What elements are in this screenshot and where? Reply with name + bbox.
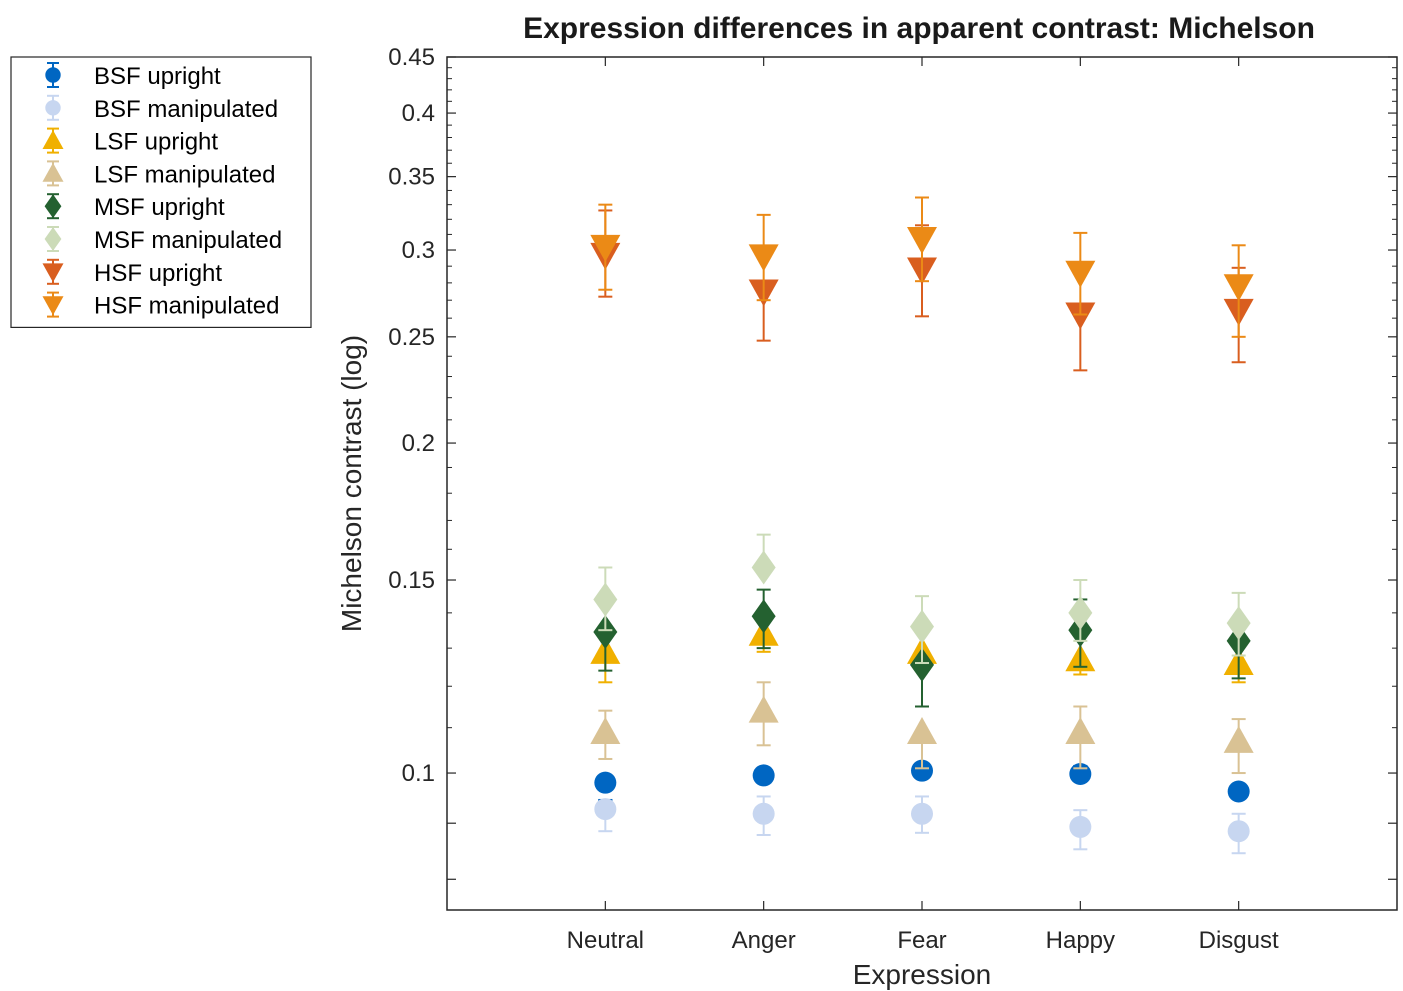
data-point	[594, 798, 617, 821]
data-point	[590, 234, 621, 262]
data-point	[1226, 606, 1251, 641]
legend-entry-label: HSF manipulated	[94, 293, 279, 320]
y-tick-label: 0.45	[388, 44, 435, 71]
x-tick-label: Neutral	[567, 927, 644, 954]
data-point	[1227, 820, 1250, 843]
data-point	[907, 717, 937, 745]
legend-marker	[42, 162, 64, 182]
data-point	[594, 771, 617, 794]
legend-entry-label: MSF manipulated	[94, 227, 282, 254]
data-point	[1065, 302, 1096, 330]
data-point	[748, 695, 779, 723]
data-point	[593, 614, 618, 649]
x-tick-label: Disgust	[1199, 927, 1279, 954]
x-tick-label: Anger	[732, 927, 796, 954]
legend-entry-label: LSF manipulated	[94, 161, 275, 188]
data-point	[752, 802, 775, 825]
legend-entry-label: HSF upright	[94, 260, 222, 287]
data-point	[1068, 595, 1093, 630]
y-tick-label: 0.15	[388, 567, 435, 594]
data-point	[910, 609, 934, 644]
data-point	[1227, 780, 1250, 803]
y-tick-label: 0.35	[388, 164, 435, 191]
y-tick-label: 0.4	[402, 100, 435, 127]
legend-marker	[44, 194, 62, 219]
x-tick-label: Fear	[897, 927, 946, 954]
y-axis-label: Michelson contrast (log)	[336, 335, 367, 632]
legend-box	[10, 56, 312, 328]
series-bsf-upright	[594, 759, 1250, 803]
legend-entry-label: LSF upright	[94, 129, 218, 156]
data-point	[748, 244, 779, 272]
data-point	[752, 764, 775, 787]
series-lsf-manipulated	[590, 681, 1254, 775]
data-point	[1065, 260, 1096, 288]
y-tick-label: 0.3	[402, 237, 435, 264]
x-tick-label: Happy	[1046, 927, 1115, 954]
legend-marker	[45, 100, 61, 116]
legend-marker	[42, 296, 64, 316]
data-point	[911, 802, 933, 825]
legend-marker	[45, 67, 61, 83]
chart-title: Expression differences in apparent contr…	[523, 12, 1315, 45]
data-point	[751, 550, 776, 585]
legend-marker	[44, 227, 62, 251]
x-axis-label: Expression	[853, 959, 992, 990]
data-point	[590, 717, 621, 745]
data-point	[593, 582, 618, 617]
plot-area: 0.1 0.15 0.2 0.25 0.3 0.35 0.4 0.45 Neutral Anger…	[388, 44, 1398, 954]
legend-marker	[42, 263, 64, 283]
data-point	[907, 227, 937, 255]
series-msf-manipulated	[593, 533, 1251, 665]
data-point	[1223, 725, 1254, 753]
y-tick-label: 0.2	[402, 430, 435, 457]
y-tick-label: 0.1	[402, 760, 435, 787]
y-tick-label: 0.25	[388, 324, 435, 351]
data-point	[910, 647, 934, 682]
legend: BSF upright BSF manipulated LSF upright LSF…	[10, 56, 312, 328]
series-bsf-manipulated	[594, 795, 1250, 855]
legend-entry-label: BSF manipulated	[94, 96, 278, 123]
legend-marker	[42, 130, 64, 149]
data-point	[1065, 717, 1096, 745]
data-point	[751, 599, 776, 634]
data-point	[911, 759, 933, 782]
legend-entry-label: MSF upright	[94, 194, 225, 221]
series-hsf-manipulated	[590, 196, 1254, 338]
data-point	[1223, 274, 1254, 302]
legend-entry-label: BSF upright	[94, 63, 221, 90]
data-point	[1069, 815, 1092, 838]
axes-box	[446, 56, 1398, 911]
